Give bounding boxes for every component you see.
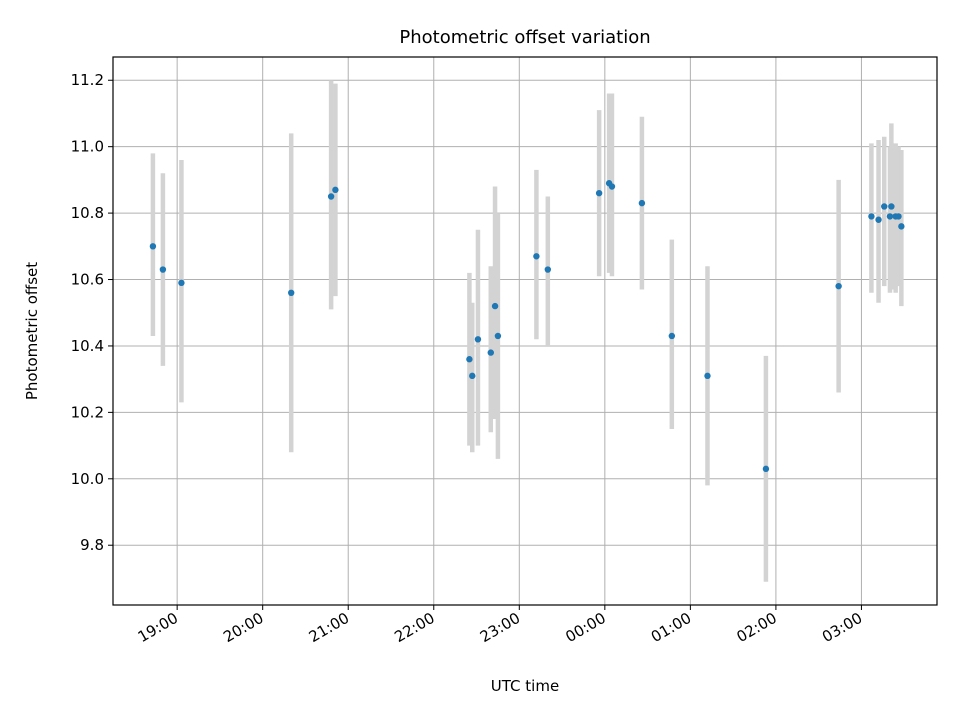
- data-point: [608, 183, 616, 190]
- data-point: [466, 356, 473, 363]
- data-point: [704, 372, 711, 380]
- y-axis-label: Photometric offset: [23, 262, 41, 400]
- grid: [113, 57, 937, 605]
- data-point: [835, 282, 842, 290]
- data-point: [881, 203, 888, 210]
- data-point: [875, 216, 882, 223]
- data-point: [469, 372, 476, 380]
- data-point: [487, 349, 494, 356]
- y-tick-label: 11.0: [71, 138, 104, 156]
- y-tick-label: 11.2: [71, 71, 104, 89]
- data-point: [668, 332, 676, 340]
- data-points: [149, 180, 905, 473]
- data-point: [868, 213, 875, 220]
- data-point: [595, 189, 603, 197]
- data-point: [886, 213, 894, 220]
- y-tick-label: 10.0: [71, 470, 104, 488]
- data-point: [494, 332, 502, 340]
- data-point: [762, 465, 770, 473]
- data-point: [474, 336, 482, 343]
- y-tick-label: 10.6: [71, 271, 104, 289]
- y-tick-label: 10.4: [71, 337, 104, 355]
- plot-frame: [112, 56, 938, 606]
- data-point: [288, 289, 295, 297]
- chart-title: Photometric offset variation: [399, 27, 650, 48]
- data-point: [178, 279, 185, 287]
- data-point: [332, 186, 339, 194]
- y-tick-label: 10.8: [71, 204, 104, 222]
- data-point: [895, 213, 902, 220]
- x-axis-label: UTC time: [491, 677, 559, 695]
- data-point: [149, 243, 157, 250]
- y-tick-label: 9.8: [80, 536, 104, 554]
- data-point: [327, 193, 335, 200]
- data-point: [898, 223, 905, 230]
- data-point: [533, 253, 540, 260]
- data-point: [159, 266, 167, 273]
- data-point: [544, 266, 552, 273]
- data-point: [638, 199, 646, 207]
- y-tick-label: 10.2: [71, 403, 104, 421]
- data-point: [491, 302, 499, 310]
- data-point: [888, 203, 895, 210]
- y-axis: 9.8 10.0 10.2 10.4 10.6 10.8 11.0 11.2: [71, 71, 113, 554]
